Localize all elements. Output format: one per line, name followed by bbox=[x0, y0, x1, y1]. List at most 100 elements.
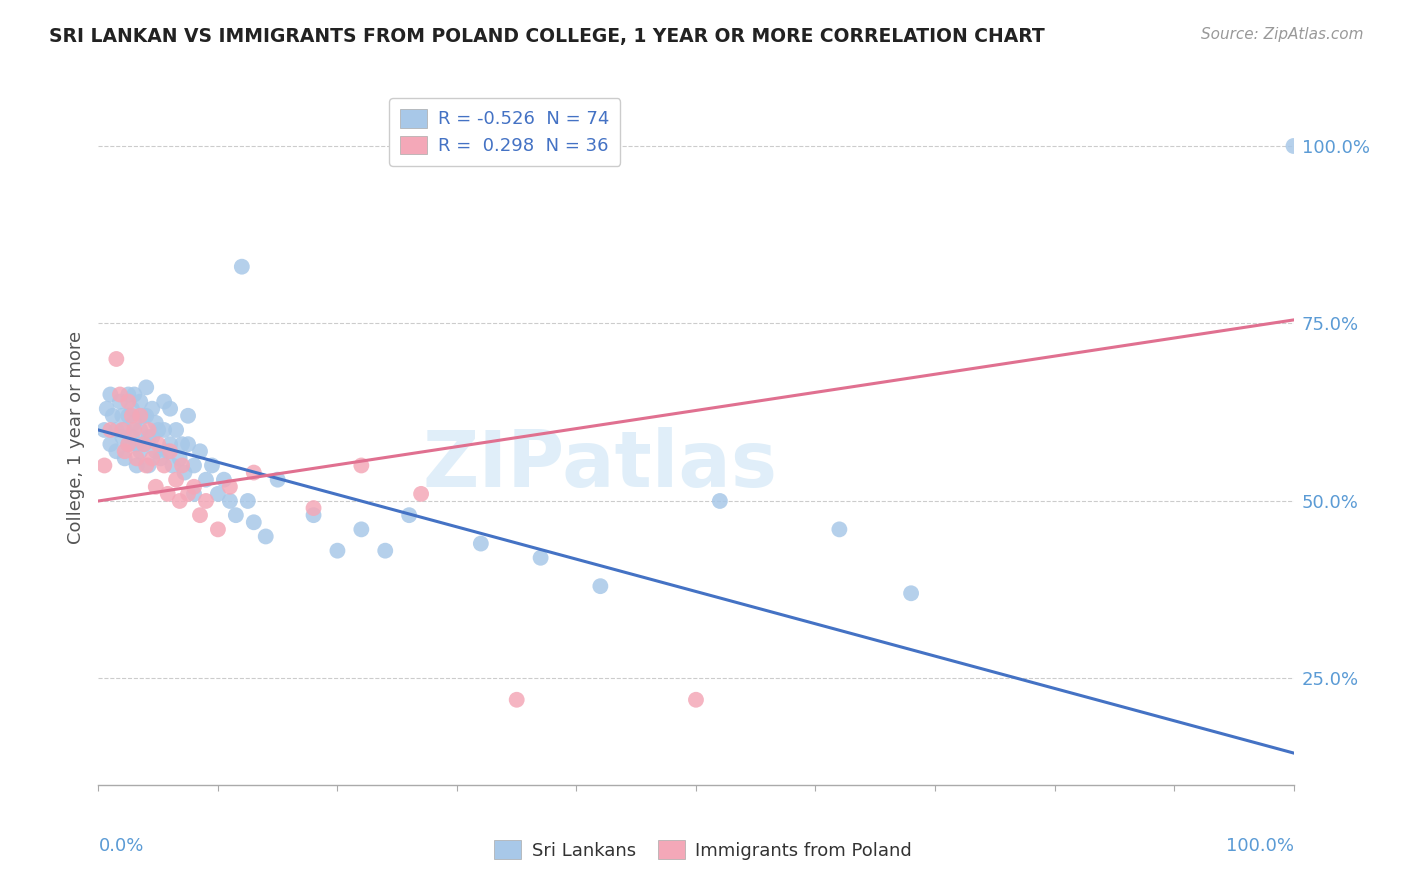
Point bbox=[470, 536, 492, 550]
Point bbox=[225, 508, 247, 523]
Point bbox=[145, 480, 167, 494]
Point bbox=[177, 409, 200, 423]
Point bbox=[212, 473, 235, 487]
Point bbox=[236, 494, 259, 508]
Point bbox=[589, 579, 612, 593]
Point bbox=[111, 430, 134, 444]
Point bbox=[132, 437, 155, 451]
Text: ZIPatlas: ZIPatlas bbox=[423, 427, 778, 503]
Point bbox=[117, 394, 139, 409]
Point bbox=[165, 423, 187, 437]
Point bbox=[124, 416, 146, 430]
Point bbox=[114, 423, 136, 437]
Point bbox=[124, 423, 146, 437]
Point bbox=[145, 444, 167, 458]
Point bbox=[98, 387, 122, 401]
Point bbox=[183, 487, 205, 501]
Point bbox=[169, 494, 191, 508]
Point bbox=[177, 487, 200, 501]
Point bbox=[101, 409, 124, 423]
Point bbox=[121, 401, 143, 416]
Point bbox=[129, 409, 152, 423]
Point bbox=[114, 451, 136, 466]
Point bbox=[141, 401, 163, 416]
Point bbox=[231, 260, 253, 274]
Point bbox=[169, 451, 191, 466]
Point bbox=[188, 444, 211, 458]
Y-axis label: College, 1 year or more: College, 1 year or more bbox=[66, 331, 84, 543]
Point bbox=[98, 423, 122, 437]
Point bbox=[398, 508, 420, 523]
Point bbox=[267, 473, 290, 487]
Legend: R = -0.526  N = 74, R =  0.298  N = 36: R = -0.526 N = 74, R = 0.298 N = 36 bbox=[389, 98, 620, 166]
Text: 0.0%: 0.0% bbox=[98, 837, 143, 855]
Point bbox=[350, 522, 373, 536]
Point bbox=[530, 550, 553, 565]
Point bbox=[93, 423, 115, 437]
Point bbox=[195, 494, 218, 508]
Text: SRI LANKAN VS IMMIGRANTS FROM POLAND COLLEGE, 1 YEAR OR MORE CORRELATION CHART: SRI LANKAN VS IMMIGRANTS FROM POLAND COL… bbox=[49, 27, 1045, 45]
Point bbox=[207, 487, 229, 501]
Point bbox=[138, 458, 160, 473]
Point bbox=[105, 423, 128, 437]
Point bbox=[121, 409, 143, 423]
Point bbox=[195, 473, 218, 487]
Point bbox=[153, 458, 176, 473]
Point bbox=[93, 458, 115, 473]
Point bbox=[172, 437, 194, 451]
Legend: Sri Lankans, Immigrants from Poland: Sri Lankans, Immigrants from Poland bbox=[486, 833, 920, 867]
Point bbox=[114, 444, 136, 458]
Point bbox=[149, 451, 172, 466]
Text: Source: ZipAtlas.com: Source: ZipAtlas.com bbox=[1201, 27, 1364, 42]
Point bbox=[159, 437, 181, 451]
Point bbox=[709, 494, 731, 508]
Point bbox=[254, 529, 277, 543]
Point bbox=[172, 458, 194, 473]
Point bbox=[183, 480, 205, 494]
Point bbox=[156, 444, 179, 458]
Point bbox=[153, 423, 176, 437]
Point bbox=[105, 444, 128, 458]
Point bbox=[201, 458, 224, 473]
Point bbox=[96, 401, 118, 416]
Point bbox=[828, 522, 851, 536]
Point bbox=[153, 394, 176, 409]
Point bbox=[165, 473, 187, 487]
Point bbox=[219, 480, 242, 494]
Point bbox=[117, 409, 139, 423]
Point bbox=[135, 409, 157, 423]
Point bbox=[183, 458, 205, 473]
Point bbox=[207, 522, 229, 536]
Point bbox=[117, 387, 139, 401]
Point bbox=[159, 401, 181, 416]
Point bbox=[900, 586, 922, 600]
Point bbox=[125, 458, 148, 473]
Point bbox=[173, 466, 195, 480]
Point bbox=[98, 437, 122, 451]
Point bbox=[135, 380, 157, 394]
Point bbox=[145, 416, 167, 430]
Point bbox=[302, 508, 325, 523]
Point bbox=[159, 444, 181, 458]
Point bbox=[148, 423, 170, 437]
Point bbox=[350, 458, 373, 473]
Point bbox=[138, 423, 160, 437]
Point bbox=[177, 437, 200, 451]
Point bbox=[125, 451, 148, 466]
Point bbox=[108, 387, 131, 401]
Point bbox=[108, 394, 131, 409]
Point bbox=[129, 444, 152, 458]
Point bbox=[162, 458, 184, 473]
Point bbox=[188, 508, 211, 523]
Text: 100.0%: 100.0% bbox=[1226, 837, 1294, 855]
Point bbox=[141, 430, 163, 444]
Point bbox=[302, 501, 325, 516]
Point bbox=[132, 437, 155, 451]
Point bbox=[105, 351, 128, 366]
Point bbox=[129, 394, 152, 409]
Point bbox=[111, 423, 134, 437]
Point bbox=[156, 487, 179, 501]
Point bbox=[506, 692, 529, 706]
Point bbox=[111, 409, 134, 423]
Point bbox=[374, 543, 396, 558]
